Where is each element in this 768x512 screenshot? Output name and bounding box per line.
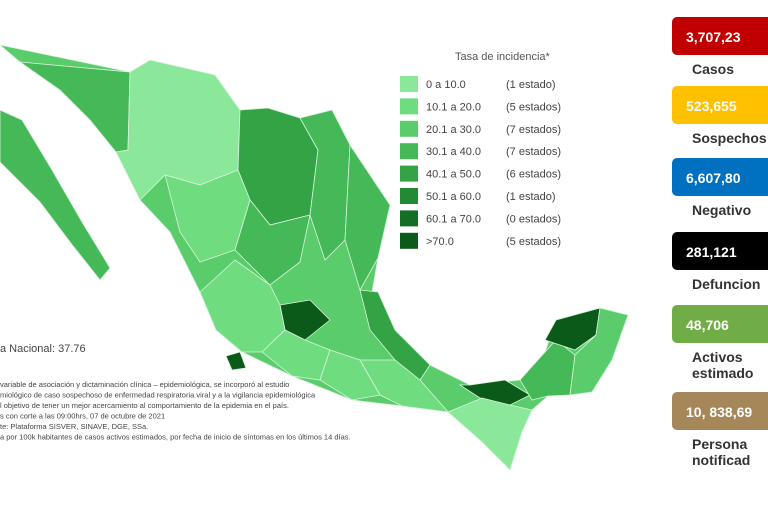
- stat-box: [672, 158, 768, 196]
- oaxaca: [359, 359, 449, 413]
- legend-swatch: [400, 143, 418, 160]
- legend-range: 50.1 a 60.0: [426, 191, 481, 203]
- stat-label: Negativo: [692, 202, 751, 218]
- stats-panel: 3,707,23 Casos 523,655 Sospechos 6,607,80 Neg…: [672, 17, 768, 468]
- stat-label: Persona: [692, 436, 747, 452]
- legend-count: (5 estados): [506, 236, 561, 248]
- stat-label: notificad: [692, 452, 750, 468]
- legend-swatch: [400, 210, 418, 227]
- legend-range: 20.1 a 30.0: [426, 124, 481, 136]
- legend-count: (1 estado): [506, 79, 556, 91]
- legend-count: (6 estados): [506, 169, 561, 181]
- stat-box: [672, 305, 768, 343]
- legend-count: (0 estados): [506, 213, 561, 225]
- legend-range: 40.1 a 50.0: [426, 169, 481, 181]
- stat-label: Defuncion: [692, 276, 760, 292]
- legend-swatch: [400, 188, 418, 204]
- legend-swatch: [400, 232, 418, 249]
- footnotes: variable de asociación y dictaminación c…: [0, 380, 351, 442]
- colima: [225, 351, 247, 371]
- map: [0, 44, 629, 471]
- nuevo-leon: [299, 109, 351, 261]
- legend-swatch: [400, 76, 418, 92]
- legend-title: Tasa de incidencia*: [455, 51, 551, 63]
- stat-label: Activos: [692, 349, 743, 365]
- national-rate: a Nacional: 37.76: [0, 343, 86, 355]
- stat-box: [672, 232, 768, 270]
- legend-count: (1 estado): [506, 191, 556, 203]
- legend-range: 30.1 a 40.0: [426, 146, 481, 158]
- legend-range: 60.1 a 70.0: [426, 213, 481, 225]
- stat-value: 523,655: [686, 98, 737, 114]
- legend-count: (5 estados): [506, 101, 561, 113]
- footnote: miológico de caso sospechoso de enfermed…: [0, 391, 316, 400]
- legend-range: 0 a 10.0: [426, 79, 466, 91]
- stat-value: 281,121: [686, 244, 737, 260]
- legend-count: (7 estados): [506, 124, 561, 136]
- footnote: te: Plataforma SISVER, SINAVE, DGE, SSa.: [0, 422, 148, 431]
- footnote: s con corte a las 09:00hrs, 07 de octubr…: [0, 412, 165, 421]
- stat-value: 10, 838,69: [686, 404, 752, 420]
- veracruz: [359, 289, 431, 381]
- stat-value: 48,706: [686, 317, 729, 333]
- legend-range: >70.0: [426, 236, 454, 248]
- footnote: a por 100k habitantes de casos activos e…: [0, 433, 351, 442]
- footnote: l objetivo de tener un mejor acercamient…: [0, 401, 289, 410]
- quintana-roo: [569, 307, 629, 396]
- stat-label: estimado: [692, 365, 753, 381]
- stat-value: 3,707,23: [686, 29, 741, 45]
- legend-swatch: [400, 98, 418, 115]
- baja: [0, 109, 111, 281]
- legend-range: 10.1 a 20.0: [426, 101, 481, 113]
- stat-box: [672, 392, 768, 430]
- legend-count: (7 estados): [506, 146, 561, 158]
- tamaulipas: [344, 143, 391, 292]
- legend-swatch: [400, 120, 418, 137]
- stat-label: Casos: [692, 61, 734, 77]
- legend: Tasa de incidencia* 0 a 10.0 (1 estado) 10…: [400, 51, 561, 249]
- chiapas: [447, 397, 533, 471]
- stat-box: [672, 17, 768, 55]
- stat-label: Sospechos: [692, 130, 767, 146]
- legend-swatch: [400, 165, 418, 182]
- stat-value: 6,607,80: [686, 170, 741, 186]
- stat-box: [672, 86, 768, 124]
- footnote: variable de asociación y dictaminación c…: [0, 380, 289, 389]
